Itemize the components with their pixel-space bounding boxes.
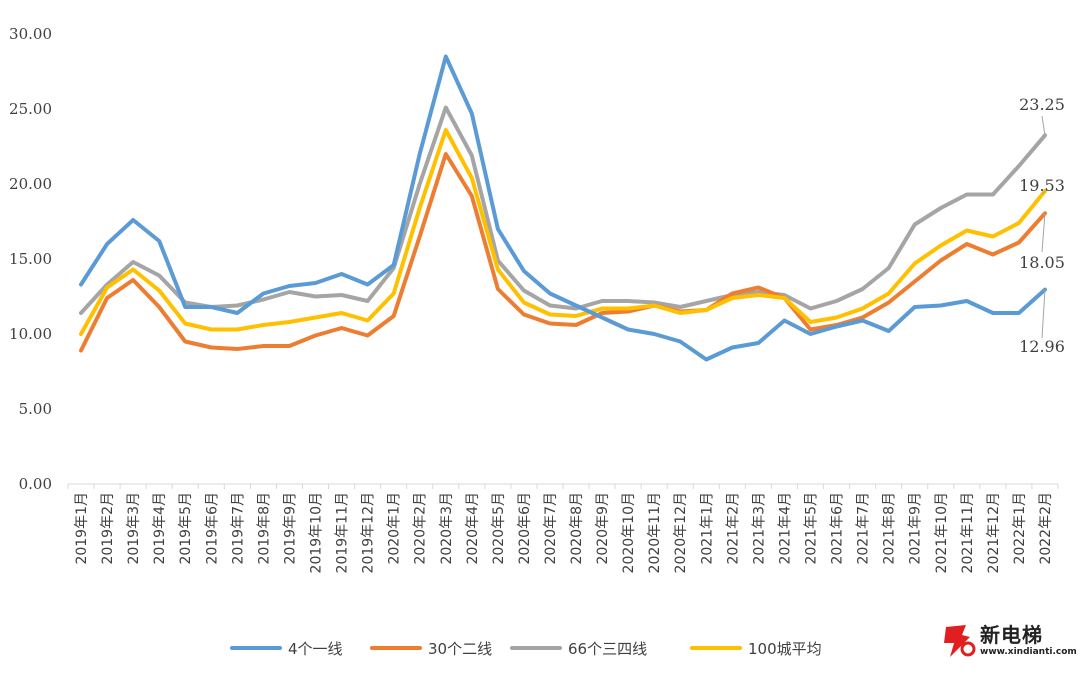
watermark-url: www.xindianti.com: [980, 647, 1077, 657]
end-value-label: 18.05: [1019, 253, 1065, 272]
x-tick-label: 2020年7月: [543, 492, 559, 565]
x-tick-label: 2019年5月: [178, 492, 194, 565]
x-tick-label: 2020年2月: [413, 492, 429, 565]
series-line-2: [79, 105, 1047, 315]
series-line-3: [79, 128, 1047, 336]
y-tick-label: 5.00: [19, 400, 52, 418]
legend-label: 66个三四线: [568, 640, 647, 658]
x-tick-label: 2019年3月: [126, 492, 142, 565]
x-tick-label: 2020年8月: [569, 492, 585, 565]
watermark-logo: 新电梯 www.xindianti.com: [940, 617, 1077, 667]
leader-line: [1041, 289, 1046, 339]
watermark-text: 新电梯: [980, 623, 1043, 647]
x-tick-label: 2019年11月: [335, 492, 351, 573]
leader-line: [1041, 115, 1046, 136]
x-tick-label: 2021年7月: [856, 492, 872, 565]
elevator-logo-icon: [944, 625, 976, 657]
x-tick-label: 2020年3月: [439, 492, 455, 565]
x-tick-label: 2021年6月: [830, 492, 846, 565]
y-tick-label: 15.00: [9, 250, 52, 268]
series-line-1: [79, 152, 1047, 353]
x-tick-label: 2021年8月: [882, 492, 898, 565]
legend-label: 100城平均: [748, 640, 822, 658]
end-labels: 12.96 18.05 23.25 19.53: [1019, 95, 1065, 356]
legend: 4个一线 30个二线 66个三四线 100城平均: [230, 640, 822, 658]
x-tick-label: 2019年4月: [152, 492, 168, 565]
x-tick-label: 2021年4月: [777, 492, 793, 565]
y-tick-label: 30.00: [9, 25, 52, 43]
x-tick-label: 2020年10月: [621, 492, 637, 573]
x-tick-label: 2020年12月: [673, 492, 689, 573]
x-tick-label: 2021年12月: [986, 492, 1002, 573]
x-tick-label: 2020年5月: [491, 492, 507, 565]
x-tick-label: 2021年1月: [699, 492, 715, 565]
legend-label: 4个一线: [288, 640, 343, 658]
x-tick-label: 2021年10月: [934, 492, 950, 573]
series-lines: [79, 54, 1047, 362]
x-axis: 2019年1月 2019年2月 2019年3月 2019年4月 2019年5月 2019年…: [67, 483, 1059, 573]
x-tick-label: 2021年11月: [960, 492, 976, 573]
x-tick-label: 2020年6月: [517, 492, 533, 565]
x-tick-label: 2019年1月: [74, 492, 90, 565]
legend-label: 30个二线: [428, 640, 492, 658]
x-tick-label: 2020年11月: [647, 492, 663, 573]
x-tick-label: 2019年2月: [100, 492, 116, 565]
y-tick-label: 25.00: [9, 100, 52, 118]
x-tick-label: 2021年9月: [908, 492, 924, 565]
y-tick-label: 20.00: [9, 175, 52, 193]
x-tick-label: 2021年5月: [804, 492, 820, 565]
x-tick-label: 2019年8月: [256, 492, 272, 565]
x-tick-label: 2019年12月: [361, 492, 377, 573]
x-tick-label: 2019年10月: [309, 492, 325, 573]
x-tick-label: 2019年6月: [204, 492, 220, 565]
end-value-label: 19.53: [1019, 176, 1065, 195]
end-value-label: 23.25: [1019, 95, 1065, 114]
series-line-0: [79, 54, 1047, 362]
x-tick-label: 2020年4月: [465, 492, 481, 565]
x-tick-label: 2022年2月: [1038, 492, 1054, 565]
y-tick-label: 0.00: [19, 475, 52, 493]
x-tick-label: 2019年9月: [282, 492, 298, 565]
x-tick-label: 2020年1月: [387, 492, 403, 565]
x-tick-label: 2022年1月: [1012, 492, 1028, 565]
leader-line: [1041, 213, 1046, 253]
x-tick-label: 2021年2月: [725, 492, 741, 565]
x-tick-label: 2020年9月: [595, 492, 611, 565]
x-tick-label: 2021年3月: [751, 492, 767, 565]
y-axis: 0.00 5.00 10.00 15.00 20.00 25.00 30.00: [9, 25, 52, 493]
y-tick-label: 10.00: [9, 325, 52, 343]
label-leader-lines: [1041, 115, 1046, 339]
x-tick-label: 2019年7月: [230, 492, 246, 565]
leader-line: [1041, 190, 1046, 195]
end-value-label: 12.96: [1019, 337, 1065, 356]
